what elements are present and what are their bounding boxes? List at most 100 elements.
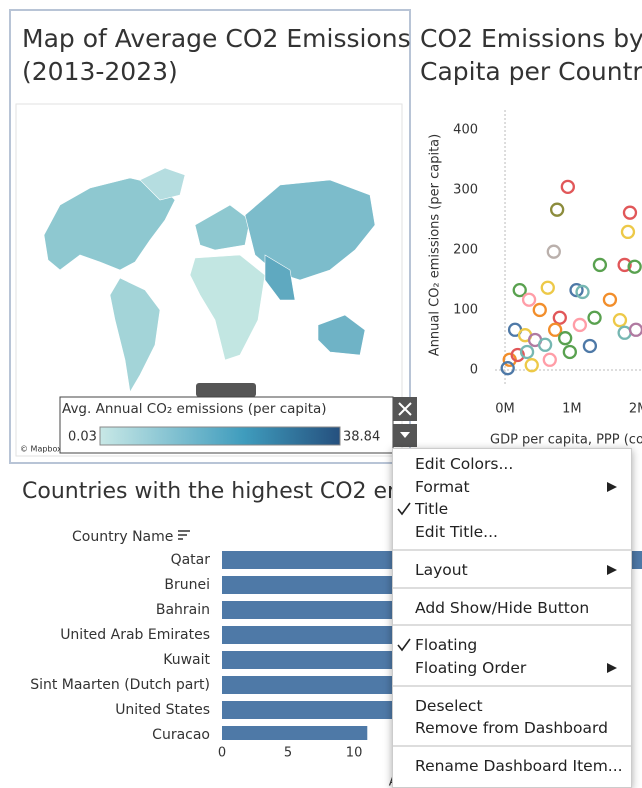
point bbox=[627, 259, 642, 274]
point bbox=[560, 179, 575, 195]
menu-separator bbox=[393, 745, 631, 747]
point bbox=[582, 338, 598, 354]
point bbox=[532, 302, 547, 318]
menu-item-label: Format bbox=[415, 477, 470, 496]
category-label: Bahrain bbox=[156, 602, 210, 618]
menu-item[interactable]: Floating bbox=[393, 634, 631, 656]
bar bbox=[222, 726, 368, 740]
point bbox=[558, 331, 573, 346]
point bbox=[562, 344, 577, 360]
y-tick-label: 200 bbox=[453, 242, 478, 257]
menu-icons bbox=[607, 662, 617, 673]
scatter-title: CO2 Emissions by GDP per bbox=[420, 24, 642, 53]
map-title: Map of Average CO2 Emissions bbox=[22, 24, 411, 53]
drag-handle[interactable] bbox=[196, 383, 256, 397]
menu-icons bbox=[397, 502, 411, 516]
x-tick-label: 1M bbox=[562, 402, 582, 417]
submenu-arrow bbox=[607, 662, 617, 673]
point bbox=[572, 317, 588, 333]
legend-max: 38.84 bbox=[343, 430, 380, 445]
point bbox=[612, 313, 628, 328]
y-tick-label: 300 bbox=[453, 182, 478, 197]
menu-item-label: Layout bbox=[415, 560, 468, 579]
category-label: Curacao bbox=[152, 727, 210, 743]
point bbox=[524, 358, 539, 373]
menu-icons bbox=[607, 564, 617, 575]
menu-item[interactable]: Deselect bbox=[393, 695, 631, 717]
legend-gradient bbox=[99, 426, 341, 446]
sort-icon[interactable] bbox=[178, 530, 190, 540]
menu-separator bbox=[393, 548, 631, 551]
submenu-arrow bbox=[607, 564, 617, 575]
map-title: (2013-2023) bbox=[22, 57, 178, 86]
column-header: Country Name bbox=[72, 529, 173, 545]
point bbox=[519, 344, 535, 360]
y-tick-label: 400 bbox=[453, 122, 478, 137]
point bbox=[602, 292, 618, 307]
x-tick-label: 0 bbox=[218, 746, 226, 761]
legend-title: Avg. Annual CO₂ emissions (per capita) bbox=[62, 401, 327, 417]
submenu-arrow bbox=[607, 481, 617, 492]
menu-item[interactable]: Title bbox=[393, 498, 631, 520]
y-axis-label: Annual CO₂ emissions (per capita) bbox=[428, 134, 443, 356]
menu-separator bbox=[393, 586, 631, 589]
map-panel-border bbox=[9, 9, 411, 464]
menu-item-label: Edit Title... bbox=[415, 523, 498, 542]
menu-item-label: Title bbox=[415, 500, 449, 519]
check-icon bbox=[397, 502, 411, 516]
point bbox=[622, 205, 638, 220]
menu-icons bbox=[397, 638, 411, 652]
check-icon bbox=[397, 638, 411, 652]
menu-item[interactable]: Edit Title... bbox=[393, 521, 631, 543]
menu-item-label: Edit Colors... bbox=[415, 455, 514, 473]
menu-item-label: Floating Order bbox=[415, 658, 527, 677]
category-label: Brunei bbox=[164, 577, 210, 593]
point bbox=[628, 322, 642, 337]
x-tick-label: 10 bbox=[346, 746, 363, 761]
menu-item-label: Rename Dashboard Item... bbox=[415, 757, 623, 775]
point bbox=[549, 202, 565, 217]
menu-item[interactable]: Add Show/Hide Button bbox=[393, 597, 631, 619]
dropdown-icon bbox=[400, 432, 410, 438]
point bbox=[521, 292, 537, 307]
menu-item[interactable]: Layout bbox=[393, 559, 631, 581]
scatter-chart: 0 100 200 300 400 0M 1M 2M Annual CO₂ emissions … bbox=[428, 110, 642, 448]
menu-item[interactable]: Floating Order bbox=[393, 657, 631, 679]
point bbox=[569, 282, 584, 298]
menu-separator bbox=[393, 684, 631, 687]
point bbox=[575, 284, 590, 300]
category-label: Qatar bbox=[171, 552, 211, 568]
menu-separator bbox=[393, 624, 631, 627]
point bbox=[500, 361, 515, 376]
menu-item[interactable]: Format bbox=[393, 476, 631, 498]
point bbox=[537, 337, 553, 352]
point bbox=[617, 325, 632, 340]
point bbox=[546, 244, 561, 259]
map-land bbox=[43, 167, 376, 393]
context-menu: Edit Colors... Format Title Edit Title... La… bbox=[392, 448, 632, 788]
category-label: Kuwait bbox=[163, 652, 210, 668]
point bbox=[552, 310, 567, 325]
point bbox=[542, 352, 557, 367]
menu-item[interactable]: Rename Dashboard Item... bbox=[393, 755, 631, 777]
menu-item-label: Floating bbox=[415, 636, 478, 655]
y-tick-label: 100 bbox=[453, 302, 478, 317]
category-label: United Arab Emirates bbox=[60, 627, 210, 643]
point bbox=[547, 322, 563, 337]
point bbox=[510, 347, 525, 363]
menu-item-label: Add Show/Hide Button bbox=[415, 598, 590, 617]
menu-icons bbox=[607, 481, 617, 492]
point bbox=[592, 257, 608, 273]
y-tick-label: 0 bbox=[470, 362, 478, 377]
close-icon bbox=[398, 402, 412, 416]
x-tick-label: 0M bbox=[495, 402, 515, 417]
x-tick-label: 2M bbox=[629, 402, 642, 417]
menu-item[interactable]: Edit Colors... bbox=[393, 453, 631, 475]
x-tick-label: 5 bbox=[284, 746, 292, 761]
map-attribution: © Mapbox © OSM bbox=[20, 445, 93, 454]
legend-min: 0.03 bbox=[68, 430, 97, 445]
menu-item[interactable]: Remove from Dashboard bbox=[393, 717, 631, 739]
point bbox=[540, 280, 555, 295]
point bbox=[620, 224, 636, 240]
